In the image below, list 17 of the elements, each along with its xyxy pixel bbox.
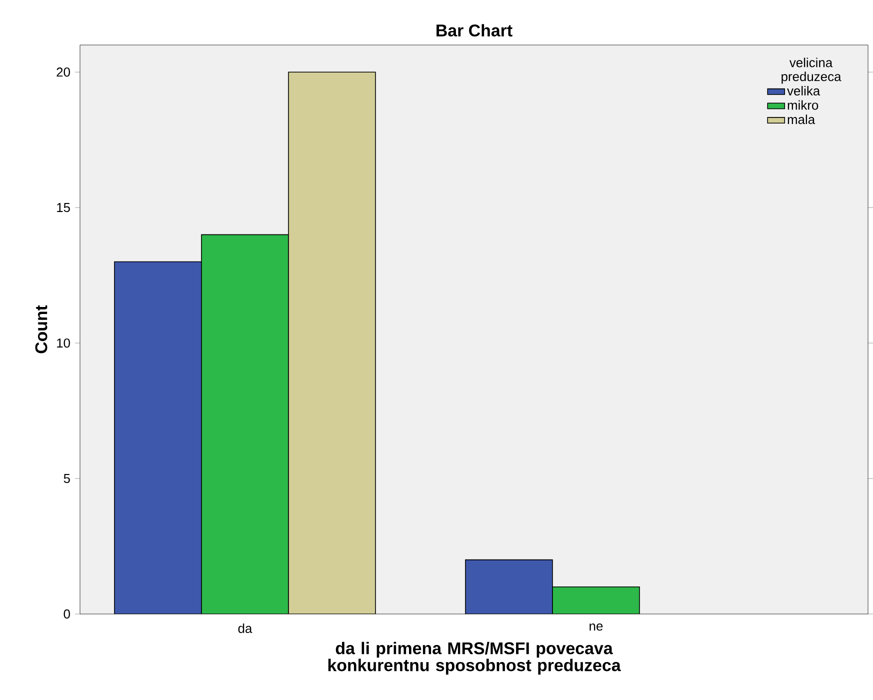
x-tick-label: da — [238, 624, 252, 634]
y-tick-label: 20 — [56, 68, 70, 77]
bar — [114, 261, 202, 614]
legend-label: mala — [788, 114, 816, 124]
bar — [465, 559, 553, 614]
legend-label: velika — [787, 86, 820, 96]
y-tick-label: 0 — [64, 609, 70, 619]
chart-title: Bar Chart — [436, 24, 512, 37]
x-tick-label: ne — [590, 624, 603, 631]
y-tick-label: 5 — [64, 474, 70, 484]
x-axis-title: da li primena MRS/MSFI povecava konkurentnu sposobnost preduzeca — [328, 642, 621, 675]
y-tick-label: 15 — [57, 203, 70, 212]
legend-label: mikro — [788, 100, 818, 110]
bar — [201, 234, 289, 614]
y-axis-title: Count — [35, 305, 48, 354]
bar — [552, 586, 640, 614]
y-tick-label: 10 — [57, 338, 70, 348]
